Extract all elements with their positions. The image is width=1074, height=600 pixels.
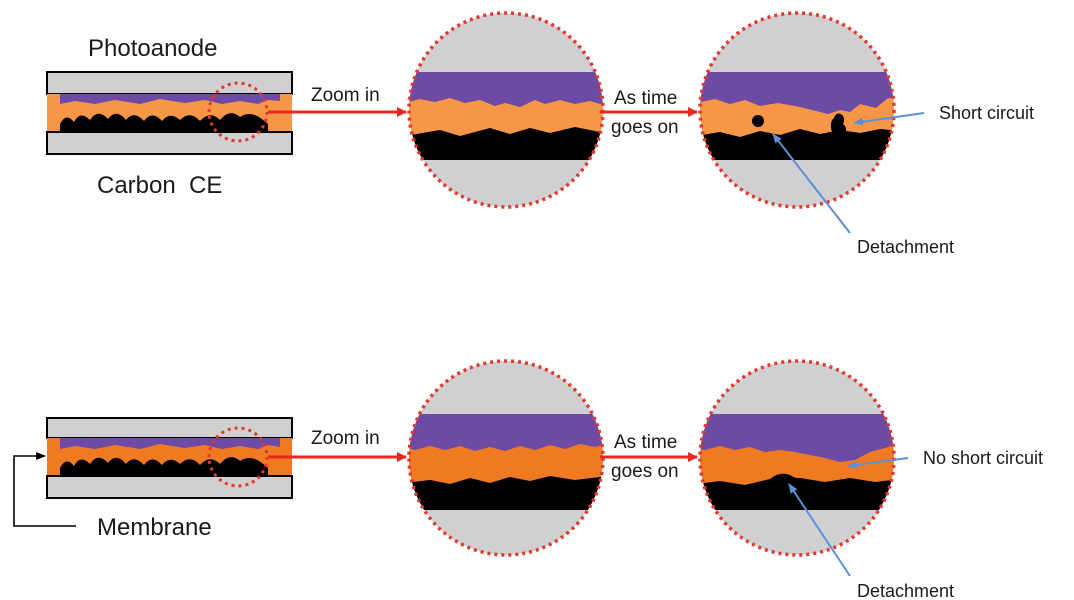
bottom-zoom-circle [409, 361, 603, 555]
top-time-label-line1: As time [614, 88, 677, 109]
bottom-zoom-carbon [409, 476, 603, 510]
bottom-cell-lower-glass [46, 475, 293, 499]
bottom-detachment-pointer [788, 483, 851, 577]
top-detachment-pointer [772, 133, 851, 234]
top-time-circle [700, 13, 894, 207]
bottom-cell-dye-layer [60, 438, 280, 449]
top-detachment-label: Detachment [857, 237, 954, 257]
top-short-circuit-label: Short circuit [939, 103, 1034, 123]
top-zoom-carbon [409, 127, 603, 160]
bottom-no-short-circuit-label: No short circuit [923, 448, 1043, 468]
top-short-circuit-bridge [830, 113, 847, 133]
top-carbon-ce-label: Carbon CE [97, 172, 222, 199]
top-cell [46, 71, 293, 155]
bottom-zoom-label: Zoom in [311, 428, 380, 449]
top-time-label-line2: goes on [611, 117, 679, 138]
bottom-cell-carbon-layer [60, 457, 268, 476]
top-cell-lower-glass [46, 131, 293, 155]
top-detached-particle [752, 115, 764, 127]
top-zoom-label: Zoom in [311, 85, 380, 106]
top-cell-zoom-region [207, 81, 269, 143]
top-cell-carbon-layer [60, 113, 268, 132]
bottom-cell-zoom-region [207, 426, 269, 488]
bottom-time-dye [700, 414, 894, 462]
top-time-carbon [700, 129, 894, 160]
top-cell-upper-glass [46, 71, 293, 95]
bottom-cell [46, 417, 293, 499]
top-cell-dye-layer [60, 94, 280, 104]
top-zoom-dye [409, 72, 603, 107]
bottom-detachment-label: Detachment [857, 581, 954, 600]
bottom-time-label-line2: goes on [611, 461, 679, 482]
bottom-time-circle [700, 361, 894, 555]
bottom-no-short-circuit-pointer [847, 457, 909, 469]
bottom-zoom-dye [409, 414, 603, 451]
bottom-time-label-line1: As time [614, 432, 677, 453]
bottom-time-carbon [700, 473, 894, 510]
top-time-dye [700, 72, 894, 114]
bottom-membrane-label: Membrane [97, 514, 212, 541]
top-zoom-circle [409, 13, 603, 207]
top-photoanode-label: Photoanode [88, 35, 217, 62]
membrane-pointer [13, 452, 76, 527]
top-short-circuit-pointer [853, 112, 925, 126]
